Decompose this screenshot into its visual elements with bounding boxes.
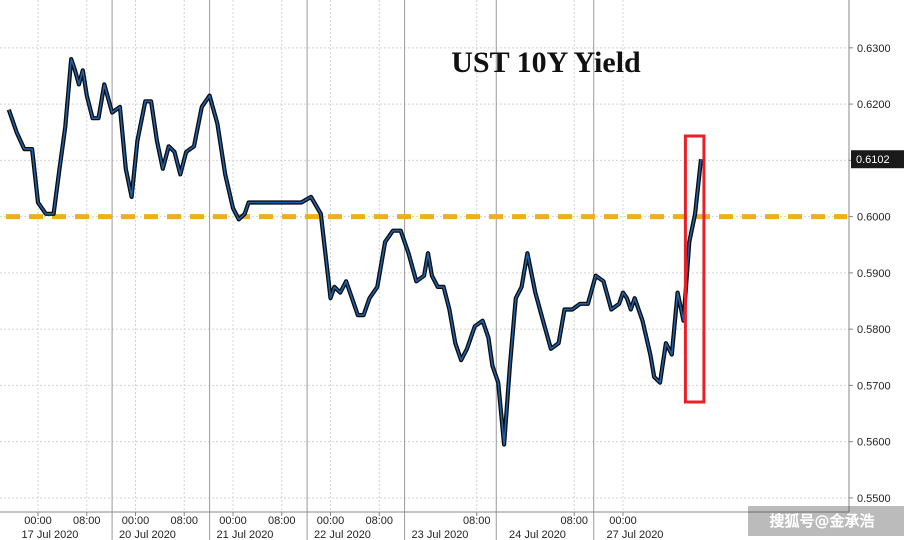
x-time-label-2: 00:00 (122, 515, 150, 527)
watermark-text: 搜狐号@金承浩 (769, 512, 874, 530)
y-tick-label-1: 0.6200 (857, 99, 891, 111)
series-line-0 (8, 58, 702, 446)
x-date-label-5: 24 Jul 2020 (509, 529, 566, 540)
x-time-label-3: 08:00 (170, 515, 198, 527)
grid-layer (0, 0, 849, 512)
series-line-shadow-0 (6, 57, 704, 447)
x-date-label-1: 20 Jul 2020 (119, 529, 176, 540)
y-tick-label-8: 0.5500 (857, 493, 891, 505)
x-time-label-5: 08:00 (268, 515, 296, 527)
series-layer (6, 57, 704, 447)
x-date-label-0: 17 Jul 2020 (22, 529, 79, 540)
y-tick-label-4: 0.5900 (857, 268, 891, 280)
highlight-box (683, 134, 706, 404)
x-time-label-0: 00:00 (24, 515, 52, 527)
y-tick-label-3: 0.6000 (857, 212, 891, 224)
x-time-label-10: 00:00 (609, 515, 637, 527)
y-tick-label-7: 0.5600 (857, 437, 891, 449)
x-time-label-1: 08:00 (73, 515, 101, 527)
y-tick-label-6: 0.5700 (857, 380, 891, 392)
chart-title: UST 10Y Yield (451, 46, 641, 79)
x-time-label-8: 08:00 (463, 515, 491, 527)
x-date-label-3: 22 Jul 2020 (314, 529, 371, 540)
x-date-label-2: 21 Jul 2020 (217, 529, 274, 540)
x-date-label-6: 27 Jul 2020 (607, 529, 664, 540)
x-time-label-4: 00:00 (219, 515, 247, 527)
x-time-label-7: 08:00 (365, 515, 393, 527)
x-date-label-4: 23 Jul 2020 (412, 529, 469, 540)
last-value-badge (851, 150, 904, 169)
day-separators (111, 0, 595, 540)
y-tick-label-0: 0.6300 (857, 43, 891, 55)
y-tick-label-5: 0.5800 (857, 324, 891, 336)
watermark-bg (748, 506, 904, 536)
x-time-label-6: 00:00 (317, 515, 345, 527)
last-value-label: 0.6102 (856, 154, 890, 166)
x-axis: 00:00 08:00 00:00 08:00 00:00 08:00 00:00 08:00… (0, 511, 849, 540)
x-time-label-9: 08:00 (560, 515, 588, 527)
highlight-box-layer (683, 134, 706, 404)
y-axis: 0.63000.62000.61000.60000.59000.58000.57… (848, 0, 904, 512)
